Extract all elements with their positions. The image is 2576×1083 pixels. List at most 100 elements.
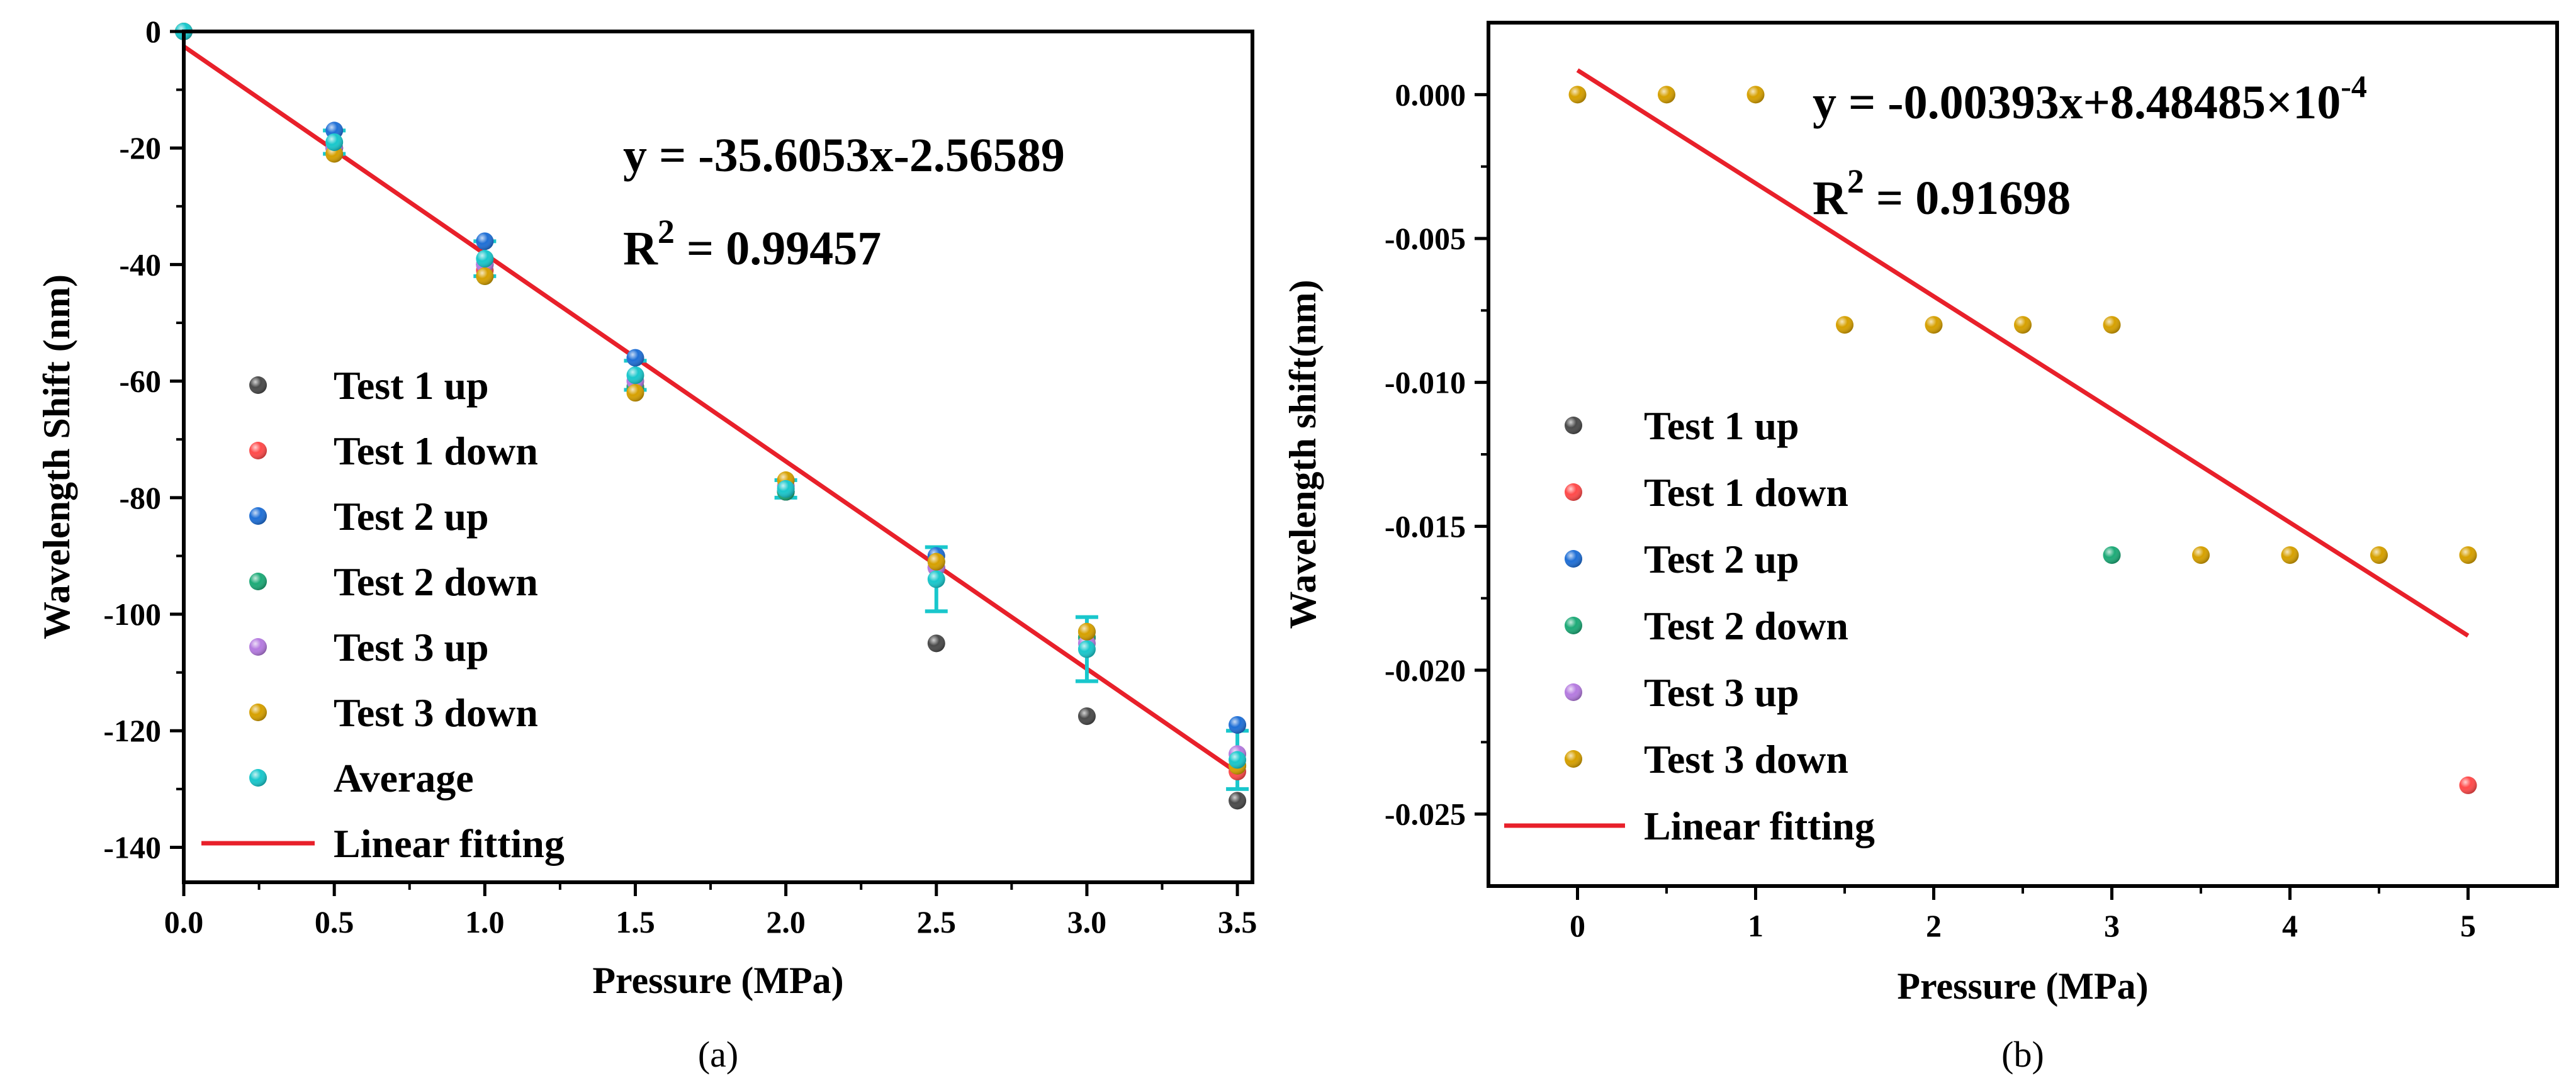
y-tick-label: -40 — [119, 247, 161, 282]
data-point-shine — [1568, 86, 1587, 104]
data-point-shine — [2459, 776, 2477, 794]
data-point-shine — [2459, 546, 2477, 564]
data-point-shine — [1658, 86, 1675, 104]
y-tick-label: -60 — [119, 364, 161, 399]
r2-superscript: 2 — [1847, 162, 1864, 200]
x-tick-label: 3 — [2104, 908, 2120, 943]
y-tick-label: -0.025 — [1385, 797, 1466, 832]
r-squared: R2 = 0.99457 — [623, 213, 881, 275]
y-tick-label: -0.020 — [1385, 653, 1466, 688]
y-tick-label: -140 — [103, 829, 161, 865]
legend-label: Test 3 down — [1644, 737, 1848, 782]
legend-marker-shine — [1565, 750, 1582, 768]
y-tick-label: 0.000 — [1395, 77, 1466, 112]
y-tick-label: -0.015 — [1385, 508, 1466, 544]
data-point-shine — [626, 349, 644, 367]
legend-label: Average — [334, 756, 474, 800]
equation-text: y = -0.00393x+8.48485×10 — [1813, 76, 2341, 129]
legend-marker-shine — [249, 442, 267, 459]
x-tick-label: 2.5 — [917, 904, 957, 940]
data-point-shine — [626, 366, 644, 384]
legend-marker-shine — [249, 704, 267, 721]
y-axis-label: Wavelength shift(nm) — [1282, 280, 1324, 629]
legend-marker-shine — [249, 573, 267, 590]
legend-label: Test 3 up — [1644, 670, 1799, 715]
r2-superscript: 2 — [658, 213, 675, 250]
x-tick-label: 2.0 — [766, 904, 806, 940]
legend-label: Linear fitting — [334, 821, 565, 866]
data-point-shine — [1077, 707, 1096, 726]
y-tick-label: -20 — [119, 130, 161, 166]
linear-fit-layer — [1576, 68, 2470, 638]
data-point-shine — [476, 250, 494, 268]
data-point-shine — [2014, 316, 2032, 334]
x-tick-label: 1.0 — [465, 904, 505, 940]
y-tick-label: -0.010 — [1385, 365, 1466, 400]
x-tick-label: 1 — [1748, 908, 1763, 943]
legend-marker-shine — [249, 638, 267, 656]
r2-value: = 0.91698 — [1864, 172, 2071, 225]
chart-panel-b: 0 1 2 3 4 5 0.000 -0.005 -0.010 -0.015 -0.020 -0.02… — [1282, 21, 2559, 1075]
legend-marker-shine — [1565, 483, 1582, 501]
legend: Test 1 up Test 1 down Test 2 up Test 2 down… — [1504, 403, 1875, 848]
y-tick-label: -80 — [119, 480, 161, 515]
plot-frame — [182, 30, 1254, 884]
data-point-shine — [1077, 640, 1096, 658]
data-point-shine — [1229, 751, 1247, 769]
x-tick-label: 5 — [2460, 908, 2476, 943]
legend-marker-shine — [1565, 617, 1582, 634]
legend-marker-shine — [1565, 417, 1582, 434]
data-point-shine — [325, 133, 344, 151]
linear-fit-line — [1576, 68, 2470, 638]
y-tick-label: -0.005 — [1385, 221, 1466, 256]
y-axis-label: Wavelength Shift (nm) — [36, 274, 77, 639]
data-points-layer — [175, 23, 1247, 810]
legend-marker-shine — [249, 769, 267, 787]
legend-marker-shine — [249, 376, 267, 394]
legend-label: Test 2 down — [334, 559, 538, 604]
y-tick-label: 0 — [145, 14, 161, 49]
data-point-shine — [476, 232, 494, 250]
legend-label: Test 1 down — [1644, 470, 1848, 515]
data-point-shine — [1229, 715, 1247, 734]
data-point-shine — [927, 634, 945, 653]
data-point-shine — [1746, 86, 1765, 104]
x-tick-label: 0.5 — [315, 904, 354, 940]
legend-marker-shine — [249, 507, 267, 525]
x-tick-label: 3.0 — [1067, 904, 1107, 940]
panel-caption: (a) — [698, 1034, 738, 1075]
x-tick-label: 2 — [1926, 908, 1942, 943]
legend-label: Test 2 down — [1644, 603, 1848, 648]
data-point-shine — [1229, 792, 1247, 810]
r2-symbol: R — [1813, 172, 1848, 225]
linear-fit-line — [183, 44, 1239, 775]
legend-label: Test 2 up — [334, 494, 489, 539]
legend-label: Linear fitting — [1644, 804, 1875, 848]
fit-equation: y = -35.6053x-2.56589 — [623, 129, 1065, 182]
data-point-shine — [777, 480, 795, 498]
x-tick-label: 4 — [2282, 908, 2298, 943]
legend-label: Test 2 up — [1644, 537, 1799, 581]
data-point-shine — [1077, 622, 1096, 641]
legend: Test 1 up Test 1 down Test 2 up Test 2 down… — [201, 363, 565, 866]
data-point-shine — [626, 384, 644, 402]
panel-caption: (b) — [2001, 1034, 2044, 1075]
data-point-shine — [1925, 316, 1943, 334]
data-point-shine — [1836, 316, 1853, 334]
y-tick-label: -120 — [103, 713, 161, 748]
data-point-shine — [927, 553, 945, 571]
axis-ticks: 0.0 0.5 1.0 1.5 2.0 2.5 3.0 3.5 0 -20 -40 -60 -80 -10… — [103, 14, 1257, 940]
data-point-shine — [2103, 316, 2121, 334]
fit-equation: y = -0.00393x+8.48485×10-4 — [1813, 69, 2367, 129]
x-axis-label: Pressure (MPa) — [592, 960, 843, 1001]
legend-label: Test 1 down — [334, 429, 538, 473]
x-axis-label: Pressure (MPa) — [1897, 965, 2148, 1007]
x-tick-label: 3.5 — [1218, 904, 1257, 940]
data-point-shine — [2192, 546, 2210, 564]
r2-value: = 0.99457 — [675, 222, 881, 275]
legend-marker-shine — [1565, 550, 1582, 568]
legend-marker-shine — [1565, 683, 1582, 701]
data-point-shine — [927, 570, 945, 588]
data-point-shine — [2370, 546, 2388, 564]
